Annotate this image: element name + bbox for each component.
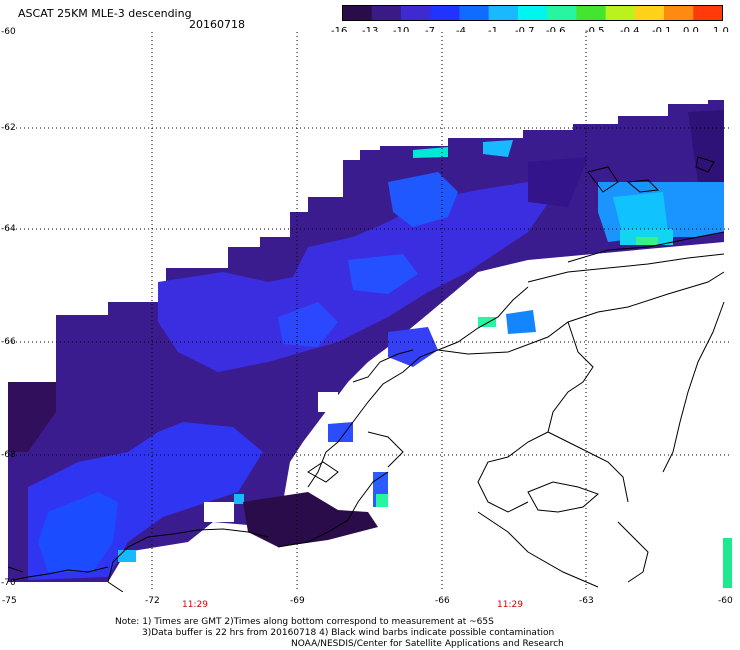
latitude-label: -70 (1, 578, 16, 588)
latitude-label: -64 (1, 224, 16, 234)
colorbar-swatch (400, 5, 431, 21)
colorbar (342, 5, 723, 21)
colorbar-swatch (430, 5, 460, 21)
colorbar-swatch (547, 5, 577, 21)
colorbar-swatch (576, 5, 607, 21)
pass-time-label: 11:29 (182, 600, 208, 610)
colorbar-swatch (664, 5, 694, 21)
colorbar-swatch (488, 5, 519, 21)
masked-regions (204, 100, 732, 588)
colorbar-label: -1 (488, 26, 498, 37)
latitude-label: -60 (1, 27, 16, 37)
colorbar-swatch (371, 5, 402, 21)
colorbar-label: -13 (362, 26, 379, 37)
colorbar-label: -4 (456, 26, 466, 37)
colorbar-swatch (605, 5, 636, 21)
coastline (8, 156, 725, 592)
colorbar-label: -0.6 (546, 26, 566, 37)
latitude-label: -68 (1, 450, 16, 460)
wind-speed-patches (28, 140, 724, 580)
colorbar-label: -16 (331, 26, 348, 37)
colorbar-label: -7 (425, 26, 435, 37)
longitude-label: -69 (290, 596, 305, 606)
product-title: ASCAT 25KM MLE-3 descending (18, 7, 192, 20)
colorbar-swatch (459, 5, 490, 21)
longitude-label: -66 (435, 596, 450, 606)
note-line-1: Note: 1) Times are GMT 2)Times along bot… (115, 617, 494, 627)
colorbar-swatch (517, 5, 548, 21)
graticule (8, 32, 732, 592)
latitude-label: -66 (1, 337, 16, 347)
latitude-label: -62 (1, 123, 16, 133)
colorbar-label: -0.7 (515, 26, 535, 37)
note-line-3: NOAA/NESDIS/Center for Satellite Applica… (291, 639, 564, 649)
colorbar-swatch (693, 5, 723, 21)
colorbar-label: 0.0 (683, 26, 699, 37)
longitude-label: -72 (145, 596, 160, 606)
longitude-label: -60 (718, 596, 733, 606)
map-canvas (8, 32, 732, 592)
pass-time-label: 11:29 (497, 600, 523, 610)
colorbar-label: -10 (393, 26, 410, 37)
colorbar-swatch (342, 5, 373, 21)
colorbar-swatch (634, 5, 665, 21)
note-line-2: 3)Data buffer is 22 hrs from 20160718 4)… (142, 628, 555, 638)
longitude-label: -63 (579, 596, 594, 606)
colorbar-label: -0.1 (652, 26, 672, 37)
colorbar-label: -0.5 (585, 26, 605, 37)
colorbar-label: 1.0 (713, 26, 729, 37)
longitude-label: -75 (2, 596, 17, 606)
colorbar-label: -0.4 (620, 26, 640, 37)
product-date: 20160718 (189, 18, 245, 31)
